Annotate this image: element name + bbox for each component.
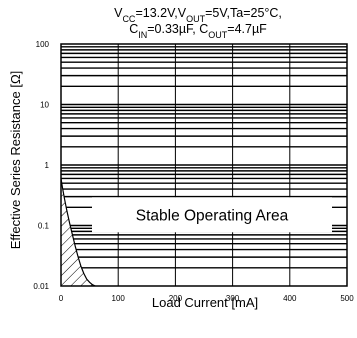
x-tick-labels: 0 100 200 300 400 500 [59, 294, 354, 303]
chart-title-line2: CIN=0.33µF, COUT=4.7µF [129, 22, 267, 40]
y-tick-label: 0.1 [38, 222, 50, 231]
x-tick-label: 200 [169, 294, 183, 303]
annotation-box [92, 197, 332, 233]
y-tick-labels: 0.01 0.1 1 10 100 [33, 40, 49, 291]
y-tick-label: 100 [36, 40, 50, 49]
x-axis-label: Load Current [mA] [152, 295, 258, 310]
stability-boundary-curve [61, 178, 96, 286]
x-tick-label: 400 [283, 294, 297, 303]
annotation-stable-area: Stable Operating Area [136, 207, 289, 224]
y-tick-label: 10 [40, 101, 49, 110]
plot-frame [60, 43, 348, 287]
x-tick-label: 500 [340, 294, 354, 303]
grid-lines [61, 44, 347, 286]
unstable-region-hatch [61, 178, 96, 286]
chart-title-line1: VCC=13.2V,VOUT=5V,Ta=25°C, [114, 6, 282, 24]
x-tick-label: 300 [226, 294, 240, 303]
plot-area: Stable Operating Area [60, 43, 348, 287]
y-axis-label: Effective Series Resistance [Ω] [8, 71, 23, 250]
y-tick-label: 0.01 [33, 282, 49, 291]
x-tick-label: 0 [59, 294, 64, 303]
y-tick-label: 1 [45, 161, 50, 170]
x-tick-label: 100 [112, 294, 126, 303]
